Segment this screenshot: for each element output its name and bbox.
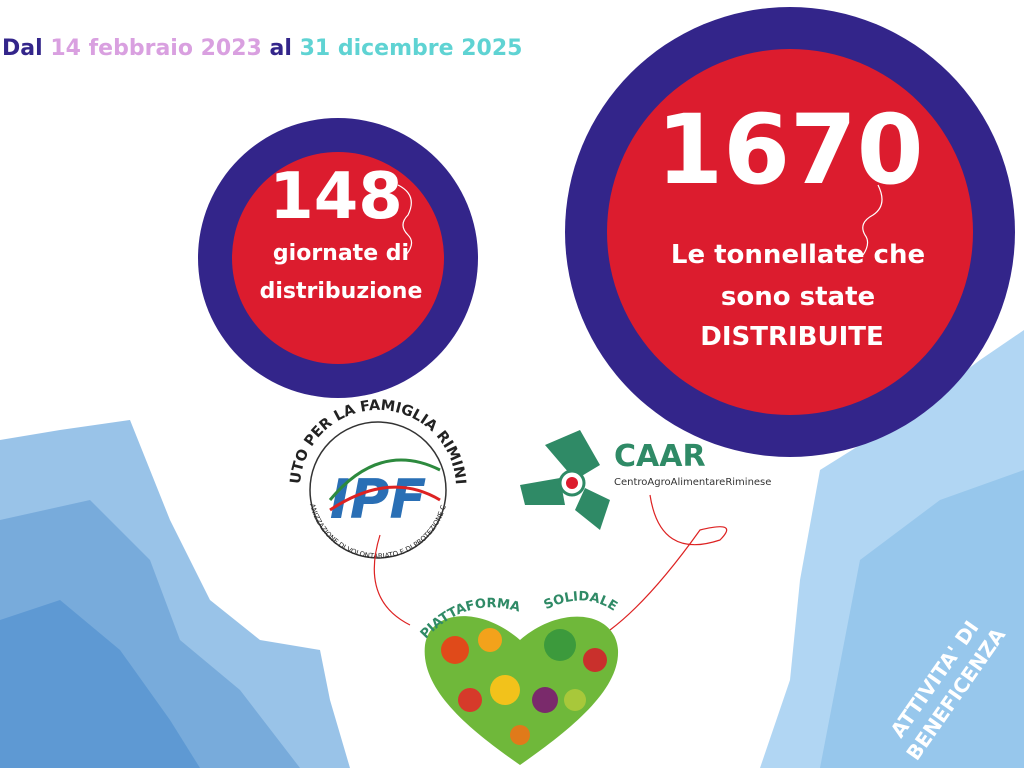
caar-logo: CAAR CentroAgroAlimentareRiminese [373,430,771,631]
stat-label: Le tonnellate che [671,240,925,270]
platform-heart: PIATTAFORMA SOLIDALE [418,589,620,765]
start-date: 14 febbraio 2023 [50,36,262,61]
platform-word: SOLIDALE [542,589,620,614]
end-date: 31 dicembre 2025 [300,36,523,61]
stat-label: distribuzione [260,279,423,304]
stat-label: DISTRIBUITE [700,322,884,352]
ipf-monogram: IPF [330,468,427,531]
caar-full-name: CentroAgroAlimentareRiminese [614,477,771,488]
stat-number: 1670 [656,94,923,206]
header: Dal 14 febbraio 2023 al 31 dicembre 2025 [2,36,522,61]
caar-name: CAAR [614,439,706,474]
stat-circle-large: 1670 Le tonnellate che sono state DISTRI… [565,7,1015,457]
stat-label: giornate di [273,241,409,266]
stat-label: sono state [721,282,875,312]
header-prefix: Dal [2,36,43,61]
background-brush [0,330,1024,768]
header-connector: al [270,36,292,61]
stat-number: 148 [269,160,403,234]
stat-circle-small: 148 giornate di distribuzione [198,118,478,398]
